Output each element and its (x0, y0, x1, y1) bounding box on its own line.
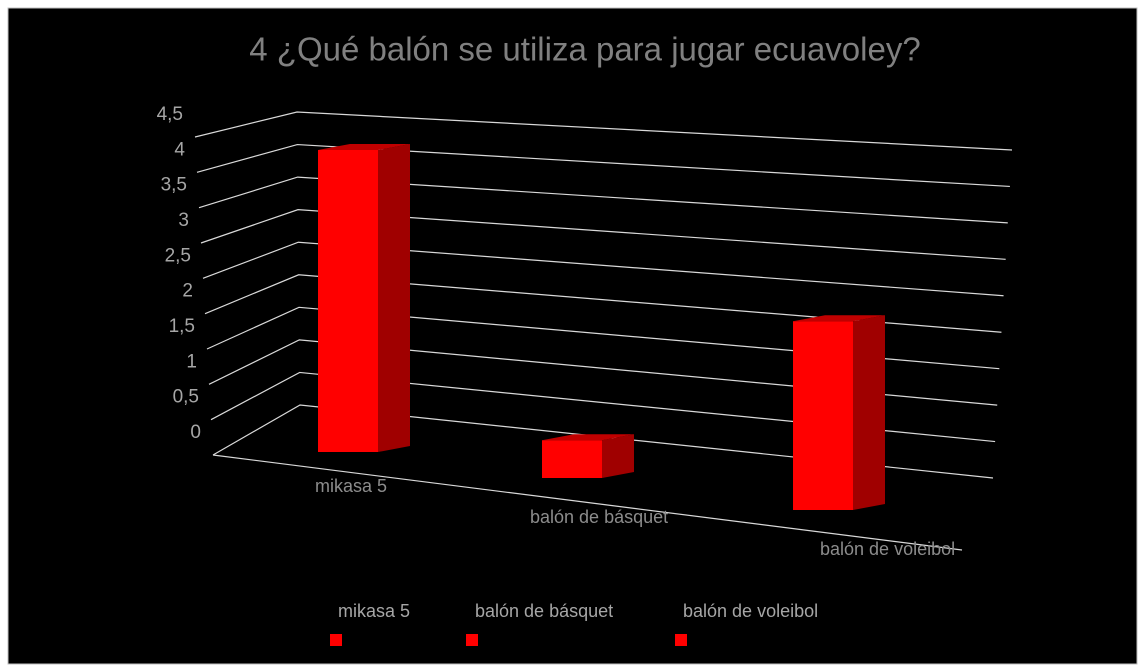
bar (318, 144, 410, 452)
bar (542, 434, 634, 478)
y-tick-label: 3 (178, 210, 189, 231)
bar-top (318, 144, 410, 150)
y-tick-label: 4 (174, 139, 185, 160)
legend-swatch (466, 634, 478, 646)
grid-line (202, 241, 1004, 297)
grid-line (206, 306, 1000, 370)
legend-swatch (330, 634, 342, 646)
bar-front (542, 440, 602, 478)
y-tick-label: 0,5 (173, 387, 199, 408)
bar-top (542, 434, 634, 441)
grid-line (204, 274, 1002, 333)
floor-edge (212, 454, 963, 551)
legend-swatch (675, 634, 687, 646)
y-tick-label: 0 (190, 422, 201, 443)
grid-line (198, 176, 1008, 224)
grid-line (200, 209, 1006, 260)
bar-side (602, 434, 634, 478)
x-tick-label: balón de básquet (530, 507, 668, 527)
chart-title: 4 ¿Qué balón se utiliza para jugar ecuav… (249, 31, 920, 68)
bar-side (378, 144, 410, 452)
grid-line (210, 371, 996, 443)
bar (793, 315, 885, 510)
grid-line (212, 404, 994, 479)
y-tick-label: 3,5 (161, 175, 187, 196)
grid-line (196, 143, 1010, 188)
grid-line (208, 339, 998, 406)
y-tick-label: 1,5 (169, 316, 195, 337)
legend-label: balón de básquet (475, 601, 613, 621)
x-tick-label: mikasa 5 (315, 476, 387, 496)
y-tick-label: 4,5 (157, 104, 183, 125)
bar-top (793, 315, 885, 322)
legend-label: balón de voleibol (683, 601, 818, 621)
grid-line (194, 111, 1013, 151)
bar-front (793, 321, 853, 510)
bar-side (853, 315, 885, 510)
chart-area (7, 7, 1138, 665)
y-tick-label: 2 (182, 281, 193, 302)
legend-label: mikasa 5 (338, 601, 410, 621)
bar-front (318, 150, 378, 452)
y-tick-label: 1 (186, 351, 197, 372)
y-tick-label: 2,5 (165, 245, 191, 266)
x-tick-label: balón de voleibol (820, 539, 955, 559)
